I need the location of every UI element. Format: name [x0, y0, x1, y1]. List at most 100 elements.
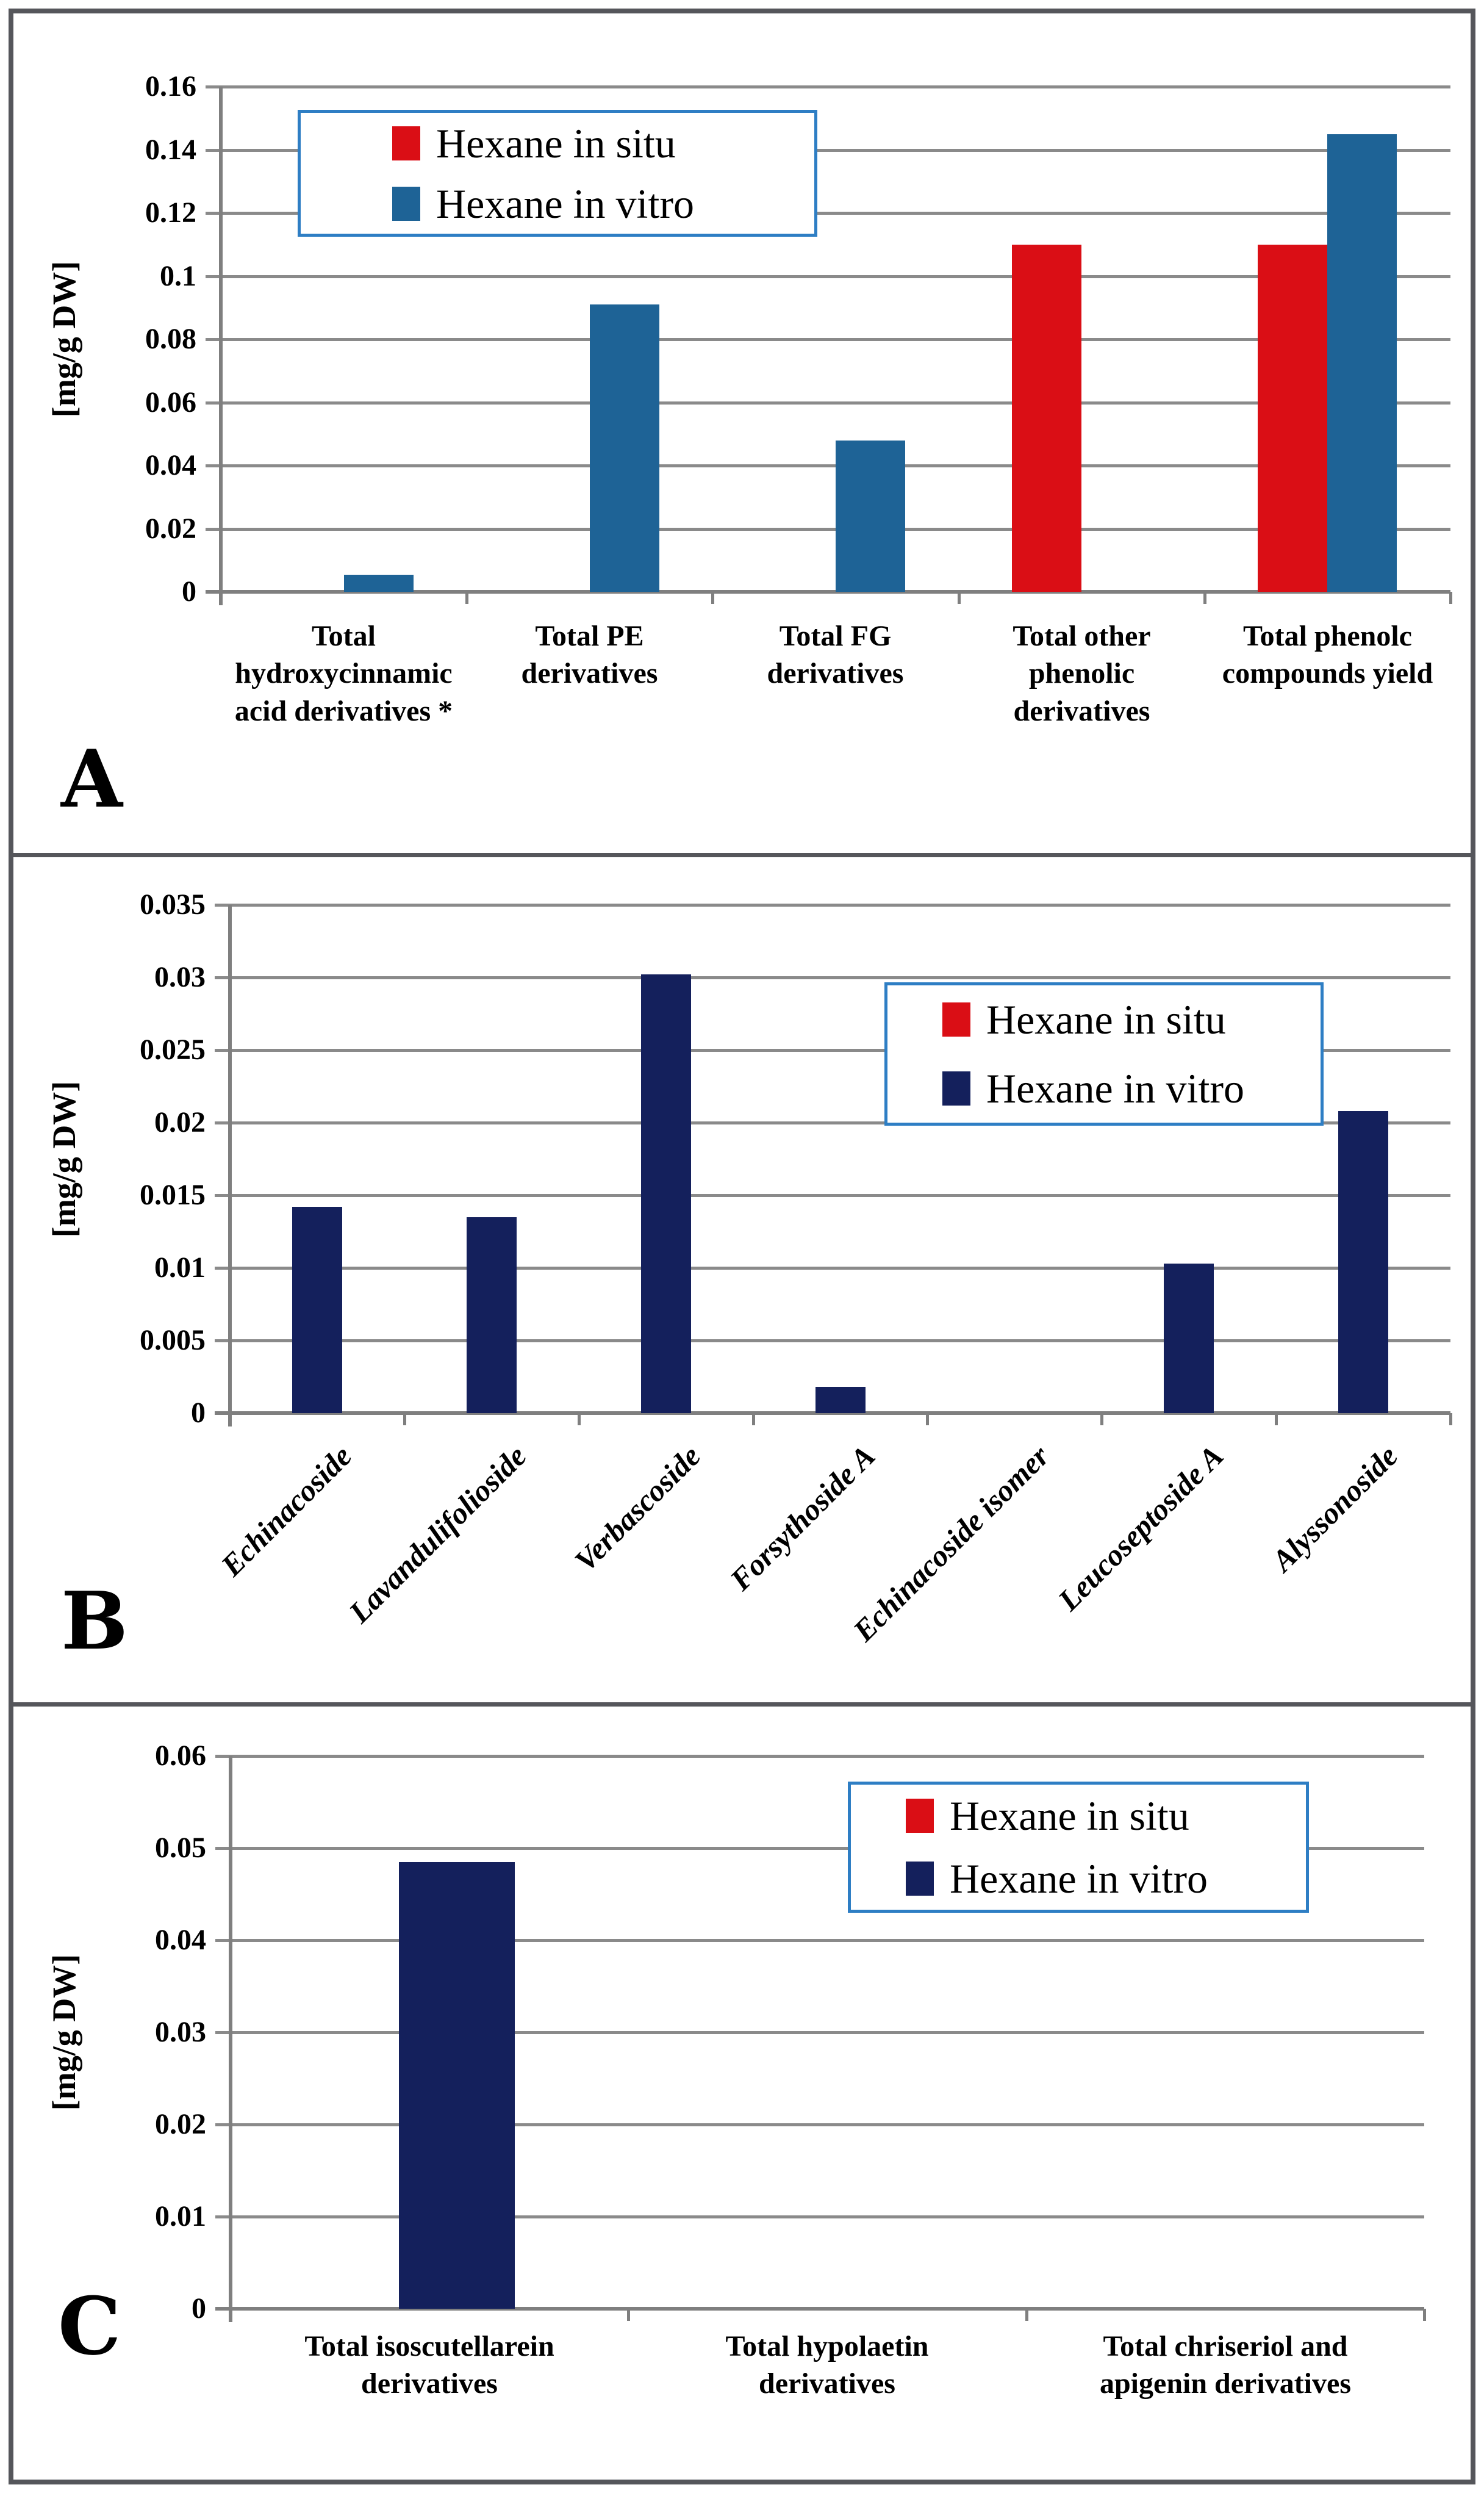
- y-tick-label: 0.12: [145, 196, 196, 229]
- x-axis-tick: [465, 592, 469, 604]
- x-axis-tick: [1449, 1413, 1452, 1425]
- x-axis-tick: [711, 592, 715, 604]
- bar-hexane-in-vitro: [292, 1207, 342, 1413]
- bar-hexane-in-situ: [1012, 245, 1081, 592]
- y-tick-label: 0.02: [145, 512, 196, 545]
- bar-hexane-in-vitro: [641, 974, 691, 1413]
- legend: Hexane in situ Hexane in vitro: [298, 110, 817, 237]
- x-axis-line: [215, 1411, 1450, 1415]
- gridline: [215, 976, 1450, 979]
- panel-separator-b-c: [11, 1702, 1473, 1707]
- y-tick-label: 0.14: [145, 133, 196, 166]
- x-category-label: Total FG derivatives: [767, 620, 904, 690]
- legend-item: Hexane in situ: [942, 999, 1321, 1040]
- gridline: [215, 1339, 1450, 1342]
- y-tick-label: 0.03: [155, 2016, 206, 2048]
- y-axis-line: [219, 87, 223, 605]
- gridline: [215, 1121, 1450, 1124]
- legend-swatch-hexane-in-vitro: [942, 1071, 970, 1106]
- x-axis-tick: [1449, 592, 1452, 604]
- y-axis-title: [mg/g DW]: [46, 261, 82, 418]
- y-tick-label: 0: [191, 1397, 206, 1429]
- y-tick-label: 0.06: [155, 1739, 206, 1772]
- y-tick-label: 0.1: [160, 259, 196, 292]
- y-axis-line: [228, 905, 232, 1426]
- gridline: [215, 1847, 1424, 1850]
- gridline: [206, 401, 1450, 405]
- x-category-label: Total phenolc compounds yield: [1222, 620, 1433, 690]
- x-axis-tick: [751, 1413, 755, 1425]
- legend-item: Hexane in vitro: [906, 1858, 1306, 1899]
- gridline: [215, 1755, 1424, 1758]
- legend-swatch-hexane-in-situ: [392, 126, 420, 160]
- legend-swatch-hexane-in-vitro: [392, 186, 420, 221]
- y-tick-label: 0.03: [154, 961, 206, 993]
- legend: Hexane in situ Hexane in vitro: [848, 1782, 1309, 1913]
- y-tick-label: 0.06: [145, 386, 196, 419]
- legend-label: Hexane in vitro: [950, 1855, 1208, 1902]
- y-tick-label: 0.02: [154, 1106, 206, 1139]
- legend-swatch-hexane-in-vitro: [906, 1861, 934, 1896]
- x-category-label: Total isoscutellarein derivatives: [304, 2330, 554, 2400]
- gridline: [215, 1939, 1424, 1942]
- x-axis-tick: [1203, 592, 1206, 604]
- gridline: [215, 2031, 1424, 2034]
- gridline: [206, 148, 1450, 152]
- legend-label: Hexane in vitro: [436, 180, 694, 227]
- gridline: [215, 2123, 1424, 2126]
- bar-hexane-in-vitro: [399, 1862, 515, 2309]
- legend-swatch-hexane-in-situ: [906, 1799, 934, 1833]
- bar-hexane-in-vitro: [815, 1387, 866, 1413]
- gridline: [215, 2215, 1424, 2218]
- y-tick-label: 0.04: [155, 1924, 206, 1956]
- bar-hexane-in-vitro: [1164, 1264, 1214, 1413]
- x-axis-tick: [403, 1413, 406, 1425]
- x-axis-tick: [627, 2309, 631, 2321]
- y-tick-label: 0.025: [140, 1034, 206, 1066]
- legend-item: Hexane in situ: [392, 123, 814, 164]
- x-category-label: Total hydroxycinnamic acid derivatives *: [234, 620, 453, 727]
- bar-hexane-in-vitro: [344, 575, 414, 592]
- x-category-label: Total chriseriol and apigenin derivative…: [1099, 2330, 1351, 2400]
- y-tick-label: 0: [182, 575, 196, 608]
- gridline: [215, 904, 1450, 907]
- x-axis-tick: [957, 592, 961, 604]
- x-axis-tick: [1423, 2309, 1426, 2321]
- legend-label: Hexane in vitro: [986, 1065, 1244, 1112]
- y-tick-label: 0.02: [155, 2108, 206, 2140]
- gridline: [206, 527, 1450, 531]
- panel-letter-a: A: [61, 732, 123, 826]
- y-tick-label: 0.005: [140, 1324, 206, 1356]
- panel-letter-b: B: [61, 1574, 128, 1667]
- legend-label: Hexane in situ: [950, 1793, 1189, 1840]
- y-tick-label: 0.015: [140, 1179, 206, 1211]
- x-axis-tick: [577, 1413, 581, 1425]
- bar-hexane-in-vitro: [1338, 1111, 1388, 1413]
- bar-hexane-in-vitro: [836, 441, 905, 592]
- x-axis-tick: [1025, 2309, 1028, 2321]
- legend: Hexane in situ Hexane in vitro: [884, 982, 1324, 1126]
- legend-item: Hexane in vitro: [942, 1068, 1321, 1109]
- gridline: [206, 338, 1450, 341]
- legend-item: Hexane in situ: [906, 1795, 1306, 1836]
- gridline: [215, 1267, 1450, 1270]
- bar-hexane-in-vitro: [1327, 134, 1397, 592]
- figure-border: [9, 9, 1475, 2484]
- y-tick-label: 0.01: [154, 1251, 206, 1284]
- legend-item: Hexane in vitro: [392, 183, 814, 225]
- x-category-label: Total hypolaetin derivatives: [725, 2330, 929, 2400]
- legend-label: Hexane in situ: [986, 996, 1226, 1043]
- y-axis-title: [mg/g DW]: [46, 1954, 82, 2111]
- bar-hexane-in-vitro: [467, 1217, 517, 1413]
- y-tick-label: 0.08: [145, 323, 196, 355]
- x-axis-tick: [1100, 1413, 1104, 1425]
- y-tick-label: 0.04: [145, 449, 196, 481]
- panel-letter-c: C: [58, 2279, 121, 2373]
- x-axis-line: [206, 590, 1450, 594]
- x-axis-tick: [1275, 1413, 1278, 1425]
- x-axis-tick: [926, 1413, 930, 1425]
- y-axis-title: [mg/g DW]: [46, 1081, 82, 1238]
- x-category-label: Total other phenolic derivatives: [1013, 620, 1151, 727]
- gridline: [206, 212, 1450, 215]
